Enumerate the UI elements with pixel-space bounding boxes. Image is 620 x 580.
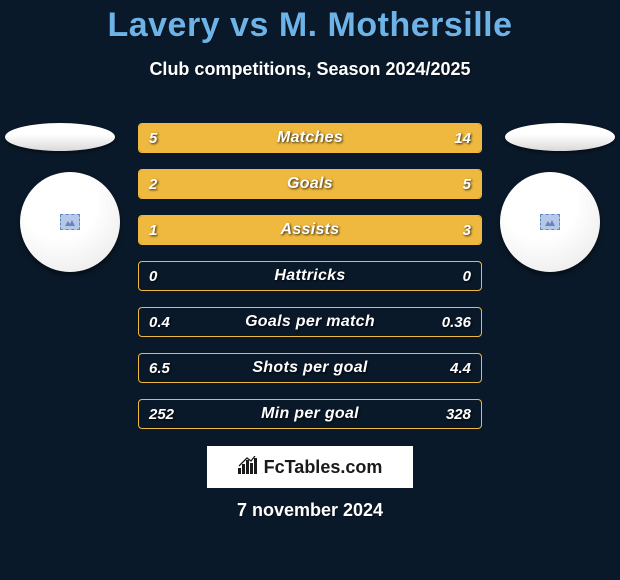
comparison-bars: 514Matches 25Goals 13Assists 00Hattricks 0.4… <box>138 123 482 445</box>
stat-row: 13Assists <box>138 215 482 245</box>
stat-label: Shots per goal <box>139 354 481 382</box>
stat-row: 00Hattricks <box>138 261 482 291</box>
page-subtitle: Club competitions, Season 2024/2025 <box>0 59 620 80</box>
stat-row: 25Goals <box>138 169 482 199</box>
stat-label: Matches <box>139 124 481 152</box>
stat-label: Goals <box>139 170 481 198</box>
stat-row: 514Matches <box>138 123 482 153</box>
bar-chart-icon <box>238 456 260 479</box>
player-right-plate <box>505 123 615 151</box>
stat-row: 252328Min per goal <box>138 399 482 429</box>
player-left-crest <box>20 172 120 272</box>
picture-placeholder-icon <box>540 214 560 230</box>
stat-row: 6.54.4Shots per goal <box>138 353 482 383</box>
site-logo[interactable]: FcTables.com <box>207 446 413 488</box>
stat-row: 0.40.36Goals per match <box>138 307 482 337</box>
stat-label: Goals per match <box>139 308 481 336</box>
page-title: Lavery vs M. Mothersille <box>0 0 620 45</box>
logo-text: FcTables.com <box>264 457 383 478</box>
player-left-plate <box>5 123 115 151</box>
stat-label: Min per goal <box>139 400 481 428</box>
stat-label: Hattricks <box>139 262 481 290</box>
player-right-crest <box>500 172 600 272</box>
snapshot-date: 7 november 2024 <box>0 500 620 521</box>
stat-label: Assists <box>139 216 481 244</box>
picture-placeholder-icon <box>60 214 80 230</box>
